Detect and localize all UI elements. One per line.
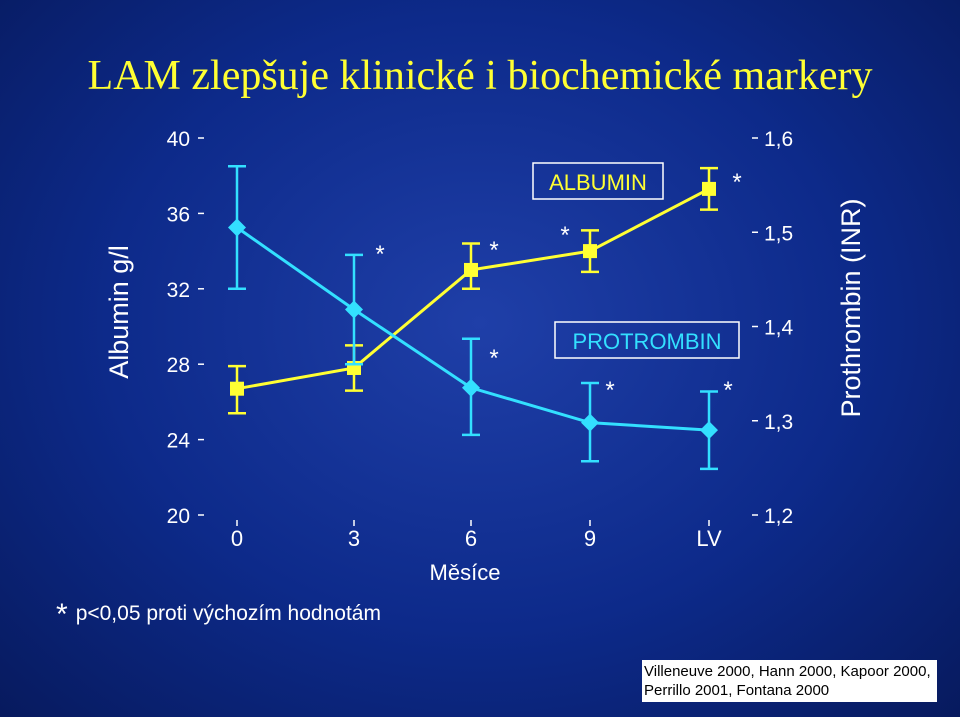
x-axis-tick-label: 3 xyxy=(348,526,360,551)
protrombin-significance-star: * xyxy=(489,345,498,372)
protrombin-point xyxy=(700,421,718,440)
protrombin-significance-star: * xyxy=(723,377,732,404)
protrombin-point xyxy=(462,378,480,397)
right-axis-tick-label: 1,6 xyxy=(764,128,793,151)
references: Villeneuve 2000, Hann 2000, Kapoor 2000,… xyxy=(642,660,937,702)
albumin-point xyxy=(230,381,244,396)
left-axis-title: Albumin g/l xyxy=(104,245,134,379)
protrombin-label-box xyxy=(554,321,740,359)
left-axis-tick-label: 40 xyxy=(167,128,190,151)
x-axis-tick-label: 9 xyxy=(584,526,596,551)
reference-line-2: Perrillo 2001, Fontana 2000 xyxy=(644,682,830,699)
albumin-point xyxy=(583,244,597,259)
x-axis-title: Měsíce xyxy=(430,560,501,585)
protrombin-point xyxy=(581,413,599,432)
left-axis-tick-label: 32 xyxy=(167,279,190,302)
albumin-point xyxy=(464,262,478,277)
left-axis-tick-label: 20 xyxy=(167,505,190,528)
left-axis-tick-label: 36 xyxy=(167,203,190,226)
protrombin-significance-star: * xyxy=(605,377,614,404)
reference-line-1: Villeneuve 2000, Hann 2000, Kapoor 2000, xyxy=(644,663,931,680)
left-axis-tick-label: 24 xyxy=(167,430,191,453)
albumin-significance-star: * xyxy=(489,237,498,264)
footnote-text: p<0,05 proti výchozím hodnotám xyxy=(75,602,381,625)
left-axis-tick-label: 28 xyxy=(167,354,190,377)
right-axis-title: Prothrombin (INR) xyxy=(836,198,866,417)
albumin-series-label: ALBUMIN xyxy=(549,170,647,195)
x-axis-tick-label: LV xyxy=(696,526,722,551)
right-axis-tick-label: 1,2 xyxy=(764,505,793,528)
albumin-significance-star: * xyxy=(560,222,569,249)
footnote-star: * xyxy=(56,598,68,631)
slide-title: LAM zlepšuje klinické i biochemické mark… xyxy=(87,53,873,99)
right-axis-tick-label: 1,3 xyxy=(764,411,793,434)
protrombin-point xyxy=(228,218,246,237)
protrombin-series-label: PROTROMBIN xyxy=(572,329,721,354)
albumin-significance-star: * xyxy=(375,241,384,268)
right-axis-tick-label: 1,5 xyxy=(764,222,793,245)
x-axis-tick-label: 0 xyxy=(231,526,243,551)
protrombin-point xyxy=(345,300,363,319)
right-axis-tick-label: 1,4 xyxy=(764,317,794,340)
albumin-significance-star: * xyxy=(732,169,741,196)
chart-series xyxy=(228,165,718,471)
footnote: * p<0,05 proti výchozím hodnotám xyxy=(56,598,381,632)
albumin-label-box xyxy=(532,162,664,200)
chart-axes xyxy=(198,137,758,526)
x-axis-tick-label: 6 xyxy=(465,526,477,551)
albumin-point xyxy=(702,181,716,196)
